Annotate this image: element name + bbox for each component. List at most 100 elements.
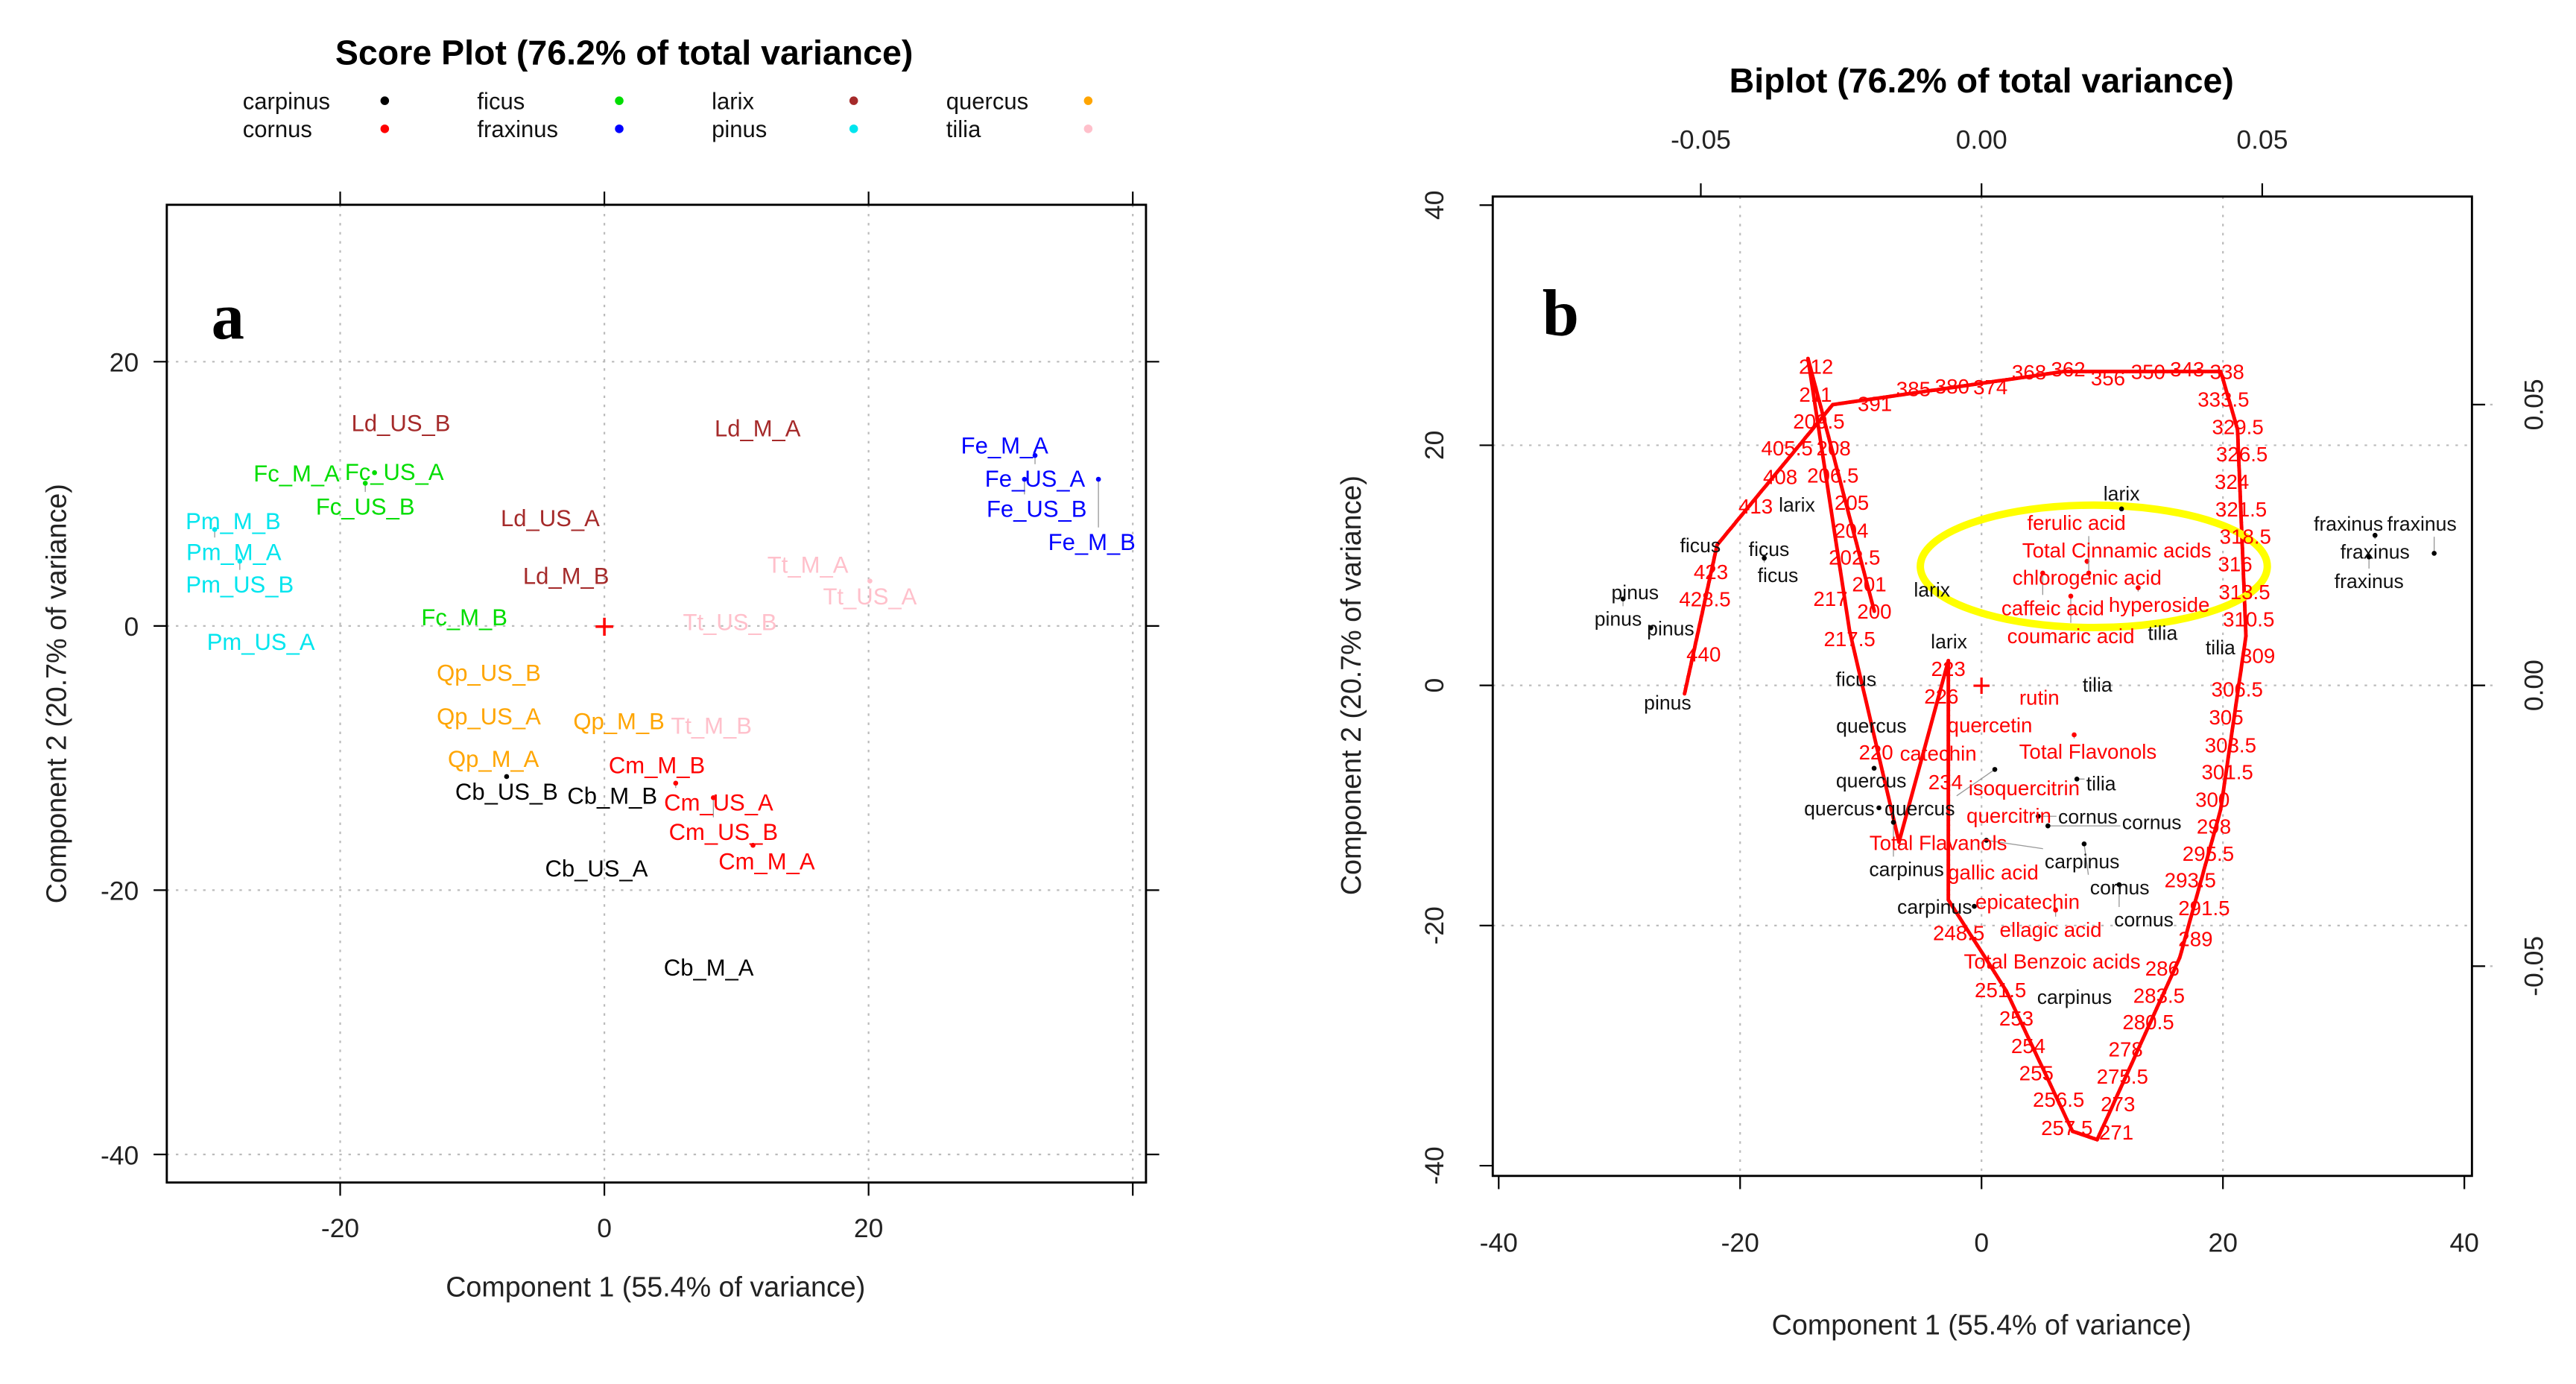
wavelength-point [1946,718,1951,723]
wavelength-loading-label: 300 [2195,789,2230,812]
variable-label-total-benzoic-acids: Total Benzoic acids [1964,949,2141,973]
variable-loadings: Total Cinnamic acids chlorogenic acid caff… [1870,511,2212,973]
wavelength-loading-label: 256.5 [2033,1088,2084,1111]
wavelength-point [1975,944,1980,947]
wavelength-point [1946,773,1951,777]
wavelength-loading-label: 326.5 [2216,443,2268,466]
biplot-leader-lines [1620,506,2437,917]
wavelength-point [2232,712,2237,716]
wavelength-point [2197,370,2201,373]
wavelength-point [1875,396,1879,400]
wavelength-point [1864,699,1868,704]
wavelength-point [1726,529,1730,534]
sample-label-carpinus: carpinus [1869,859,1943,881]
wavelength-loading-label: 223 [1931,657,1966,680]
sample-label-carpinus: carpinus [2045,850,2119,873]
y-tick-label: 0 [124,612,139,642]
point-marker [237,558,243,564]
wavelength-point [1855,399,1858,403]
wavelength-point [2194,370,2197,373]
wavelength-point [1770,476,1774,481]
wavelength-loading-label: 217.5 [1824,628,1876,651]
wavelength-point [1853,652,1857,657]
wavelength-point [1784,459,1788,464]
wavelength-point [2188,918,2192,923]
score-plot-y-label: Component 2 (20.7% of variance) [41,484,72,903]
wavelength-point [2237,464,2241,468]
wavelength-point [2178,370,2182,373]
wavelength-loading-label: 385 [1896,377,1931,400]
legend-label-pinus: pinus [712,116,767,142]
wavelength-loading-label: 329.5 [2212,415,2263,438]
panel-label-b: b [1542,277,1579,350]
sample-label-fraxinus: fraxinus [2314,513,2383,535]
wavelength-point [2225,393,2230,396]
wavelength-point [2072,370,2076,373]
point-marker [2372,532,2378,538]
sample-label-tilia: tilia [2086,773,2116,795]
wavelength-point [2181,370,2186,373]
wavelength-point [2218,807,2223,812]
variable-label-chlorogenic-acid: chlorogenic acid [2013,566,2162,589]
score-plot-axes: -20 0 20 -40 -20 0 20 [101,192,1159,1243]
wavelength-point [2224,773,2228,777]
wavelength-point [2028,374,2032,379]
wavelength-point [2004,989,2008,993]
x-tick-label: 0 [1974,1228,1989,1258]
wavelength-point [2038,373,2042,377]
wavelength-point [2080,370,2085,373]
point-label-fe-m-a: Fe_M_A [961,433,1049,459]
wavelength-point [2165,370,2170,373]
wavelength-point [1933,388,1937,392]
wavelength-loading-curve [1683,356,2248,1142]
wavelength-point [2007,377,2012,382]
point-label-pm-m-a: Pm_M_A [186,539,282,565]
wavelength-point [2238,510,2243,514]
wavelength-point [1756,493,1761,497]
wavelength-point [1987,961,1991,966]
sample-label-quercus: quercus [1804,797,1875,820]
wavelength-point [2227,747,2232,751]
wavelength-point [1919,390,1923,394]
loading-x-tick-label: 0.05 [2236,124,2288,154]
wavelength-point [1946,838,1951,842]
wavelength-point [1953,385,1958,389]
wavelength-loading-label: 205 [1835,491,1869,514]
wavelength-point [2154,1006,2159,1011]
point-marker [673,780,679,786]
wavelength-point [2192,906,2195,911]
point-marker [1984,838,1990,843]
wavelength-point [2102,1122,2107,1127]
wavelength-loading-label: 380 [1935,375,1969,398]
y-tick-label: 40 [1420,191,1449,220]
wavelength-loading-label: 316 [2218,553,2252,576]
wavelength-point [1729,526,1733,531]
wavelength-point [2112,370,2116,373]
wavelength-point [2184,931,2189,935]
point-label-cm-m-a: Cm_M_A [718,848,815,874]
wavelength-point [2159,996,2164,1000]
wavelength-point [1852,531,1856,536]
wavelength-point [1851,399,1855,404]
variable-label-quercitrin: quercitrin [1966,804,2051,827]
wavelength-point [1846,512,1851,516]
point-marker [2118,506,2124,512]
wavelength-point [1718,540,1722,544]
wavelength-point [1870,599,1874,604]
wavelength-point [1897,840,1901,844]
wavelength-loading-label: 321.5 [2215,498,2267,521]
wavelength-point [1960,384,1964,388]
wavelength-loading-label: 343 [2170,358,2204,381]
wavelength-point [2098,1132,2101,1137]
wavelength-point [2120,1082,2124,1087]
wavelength-point [1984,381,1988,385]
wavelength-point [2134,370,2139,373]
wavelength-point [1929,388,1934,393]
sample-label-larix: larix [1779,493,1815,516]
wavelength-point [1811,387,1815,391]
wavelength-point [1864,580,1869,584]
wavelength-loading-label: 209.5 [1793,410,1844,433]
wavelength-loading-label: 202.5 [1829,546,1880,569]
wavelength-point [1814,385,1818,390]
wavelength-point [2147,370,2151,373]
